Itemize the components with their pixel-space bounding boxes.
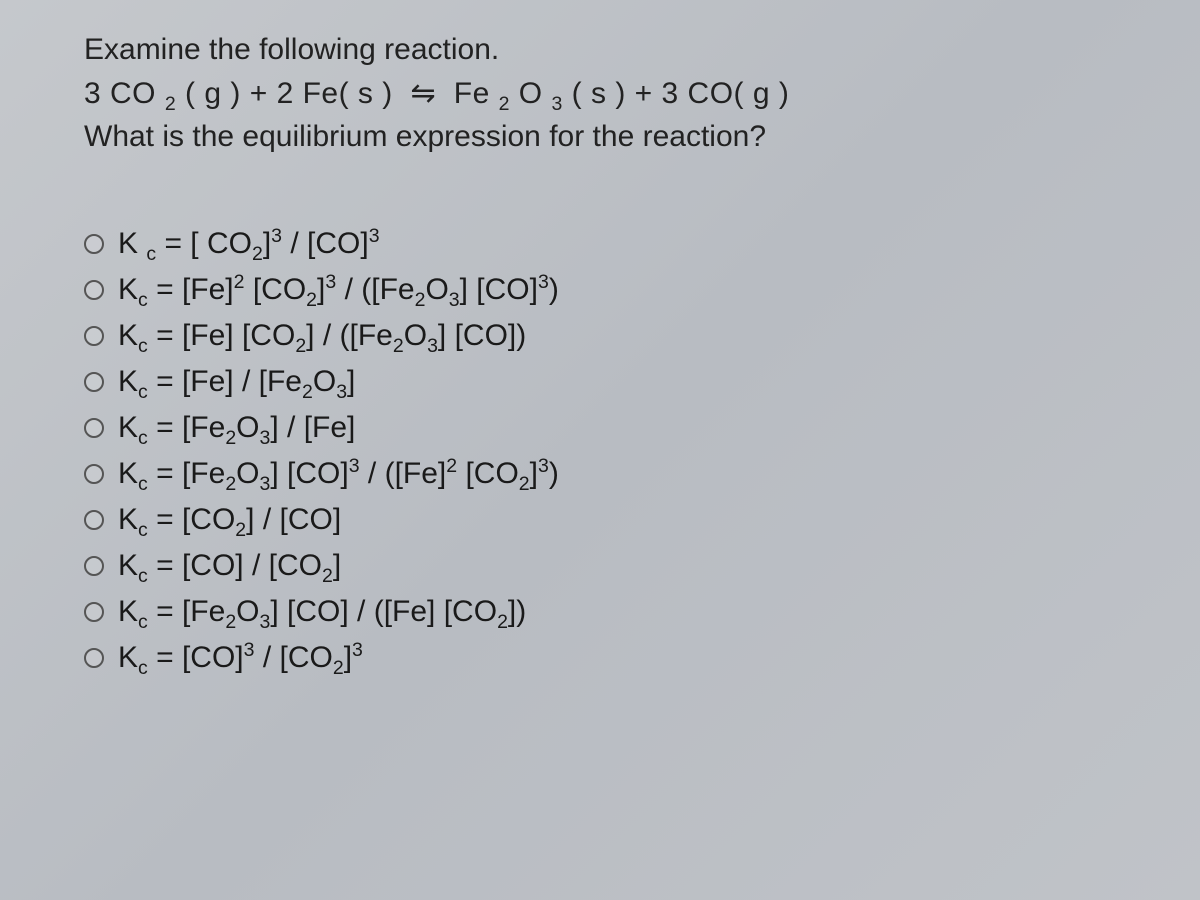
options-list: K c = [ CO2]3 / [CO]3 Kc = [Fe]2 [CO2]3 /… — [84, 229, 1130, 673]
option-opt-d[interactable]: Kc = [Fe] / [Fe2O3] — [84, 367, 1130, 397]
option-opt-a[interactable]: K c = [ CO2]3 / [CO]3 — [84, 229, 1130, 259]
option-opt-i[interactable]: Kc = [Fe2O3] [CO] / ([Fe] [CO2]) — [84, 597, 1130, 627]
radio-icon[interactable] — [84, 372, 104, 392]
option-opt-b[interactable]: Kc = [Fe]2 [CO2]3 / ([Fe2O3] [CO]3) — [84, 275, 1130, 305]
radio-icon[interactable] — [84, 418, 104, 438]
radio-icon[interactable] — [84, 280, 104, 300]
radio-icon[interactable] — [84, 556, 104, 576]
option-opt-f[interactable]: Kc = [Fe2O3] [CO]3 / ([Fe]2 [CO2]3) — [84, 459, 1130, 489]
option-expression: Kc = [Fe]2 [CO2]3 / ([Fe2O3] [CO]3) — [118, 275, 559, 305]
question-page: Examine the following reaction. 3 CO 2 (… — [0, 0, 1200, 900]
option-expression: Kc = [Fe] [CO2] / ([Fe2O3] [CO]) — [118, 321, 526, 351]
question-text: Examine the following reaction. 3 CO 2 (… — [84, 28, 1130, 159]
option-expression: Kc = [Fe2O3] / [Fe] — [118, 413, 355, 443]
radio-icon[interactable] — [84, 510, 104, 530]
option-expression: Kc = [Fe] / [Fe2O3] — [118, 367, 355, 397]
radio-icon[interactable] — [84, 648, 104, 668]
radio-icon[interactable] — [84, 326, 104, 346]
option-opt-e[interactable]: Kc = [Fe2O3] / [Fe] — [84, 413, 1130, 443]
option-opt-h[interactable]: Kc = [CO] / [CO2] — [84, 551, 1130, 581]
reaction-equation: 3 CO 2 ( g ) + 2 Fe( s ) ⇋ Fe 2 O 3 ( s … — [84, 72, 1130, 116]
option-expression: Kc = [Fe2O3] [CO]3 / ([Fe]2 [CO2]3) — [118, 459, 559, 489]
radio-icon[interactable] — [84, 234, 104, 254]
option-expression: Kc = [Fe2O3] [CO] / ([Fe] [CO2]) — [118, 597, 526, 627]
option-expression: Kc = [CO2] / [CO] — [118, 505, 341, 535]
radio-icon[interactable] — [84, 464, 104, 484]
option-opt-c[interactable]: Kc = [Fe] [CO2] / ([Fe2O3] [CO]) — [84, 321, 1130, 351]
option-expression: Kc = [CO] / [CO2] — [118, 551, 341, 581]
option-expression: K c = [ CO2]3 / [CO]3 — [118, 229, 380, 259]
question-line-1: Examine the following reaction. — [84, 28, 1130, 72]
option-opt-j[interactable]: Kc = [CO]3 / [CO2]3 — [84, 643, 1130, 673]
radio-icon[interactable] — [84, 602, 104, 622]
question-line-3: What is the equilibrium expression for t… — [84, 115, 1130, 159]
option-expression: Kc = [CO]3 / [CO2]3 — [118, 643, 363, 673]
option-opt-g[interactable]: Kc = [CO2] / [CO] — [84, 505, 1130, 535]
